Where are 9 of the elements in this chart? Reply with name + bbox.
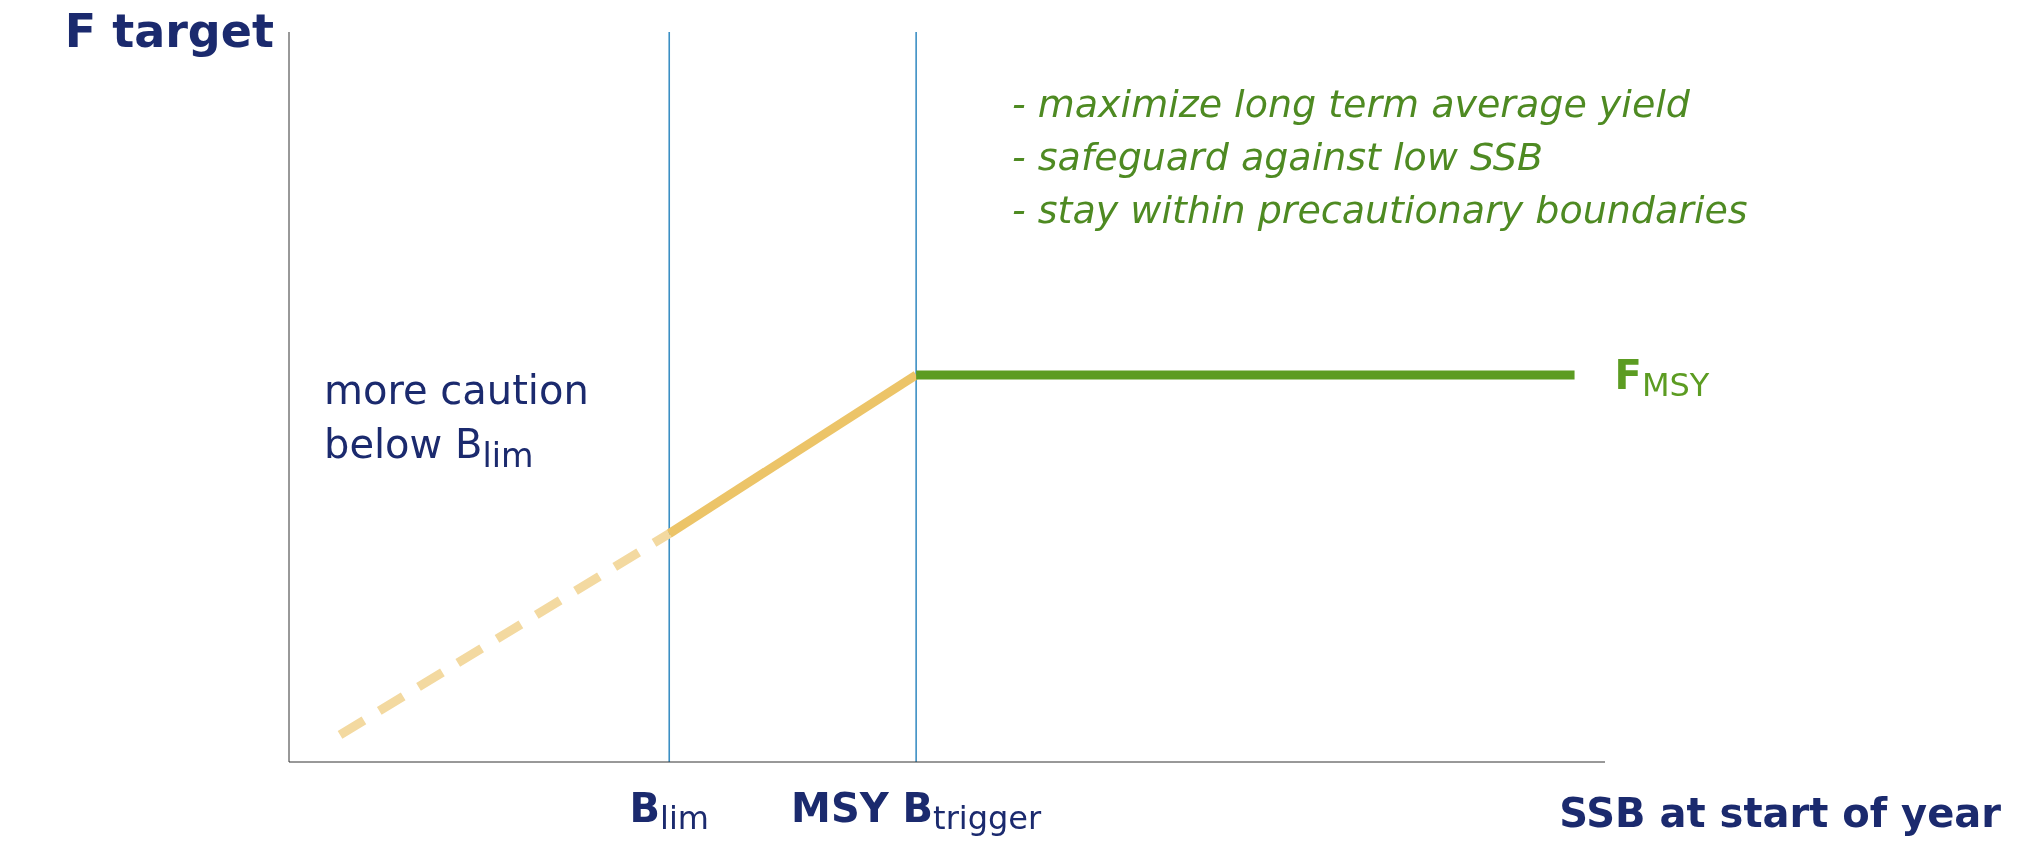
text: - safeguard against low SSB <box>1012 134 1544 181</box>
series-label: F$_{MSY}$ <box>1614 351 1710 404</box>
text: F target <box>64 4 274 58</box>
x-tick-label: B$_{lim}$ <box>629 785 709 838</box>
text: - stay within precautionary boundaries <box>1012 187 1748 234</box>
text: - maximize long term average yield <box>1012 81 1691 128</box>
annotation: more caution below B$_{lim}$ <box>324 366 590 477</box>
x-axis-title: SSB at start of year <box>1559 790 2001 836</box>
x-tick-label: MSY B$_{trigger}$ <box>791 785 1043 838</box>
